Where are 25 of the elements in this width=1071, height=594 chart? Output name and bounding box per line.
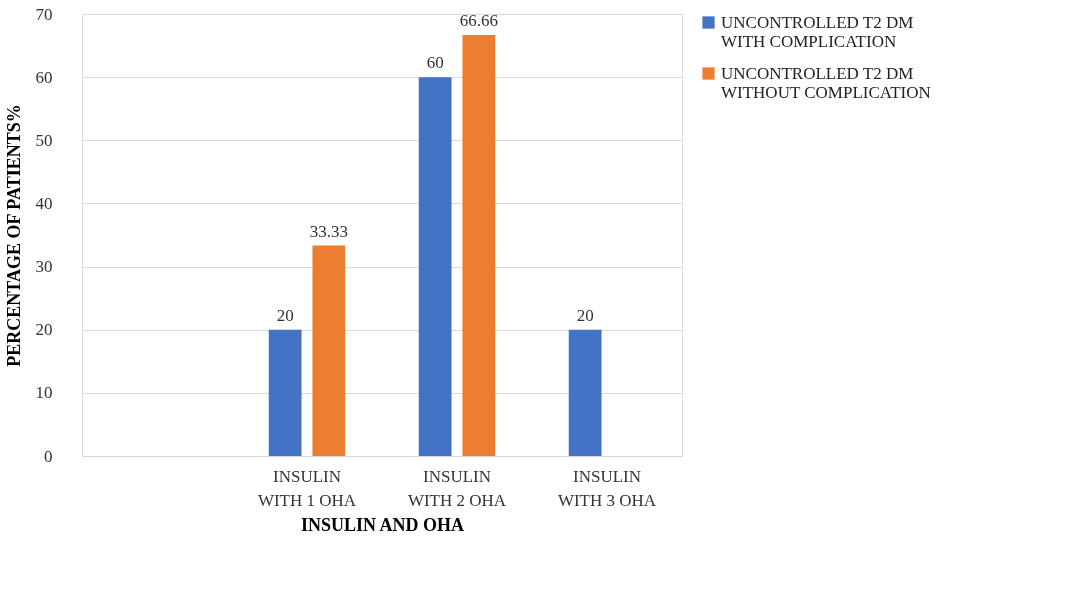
y-tick-label: 40 bbox=[35, 193, 53, 213]
y-tick-label: 20 bbox=[35, 320, 53, 340]
legend-label: UNCONTROLLED T2 DM WITH COMPLICATION bbox=[721, 12, 914, 51]
data-label: 60 bbox=[426, 53, 444, 73]
bar bbox=[462, 35, 496, 456]
data-label: 20 bbox=[576, 305, 594, 325]
x-tick-label: INSULIN WITH 1 OHA bbox=[257, 466, 357, 510]
x-tick-label: INSULIN WITH 3 OHA bbox=[557, 466, 657, 510]
bar bbox=[418, 77, 452, 456]
y-tick-label: 0 bbox=[44, 446, 53, 466]
bar bbox=[568, 329, 602, 456]
data-label: 33.33 bbox=[309, 221, 348, 241]
y-tick-label: 70 bbox=[35, 4, 53, 24]
y-tick-label: 10 bbox=[35, 383, 53, 403]
x-tick-label: INSULIN WITH 2 OHA bbox=[407, 466, 507, 510]
y-tick-label: 30 bbox=[35, 257, 53, 277]
bar bbox=[312, 245, 346, 456]
bar bbox=[268, 329, 302, 456]
x-axis-title: INSULIN AND OHA bbox=[300, 514, 465, 535]
y-tick-label: 50 bbox=[35, 130, 53, 150]
y-tick-label: 60 bbox=[35, 67, 53, 87]
data-label: 20 bbox=[276, 305, 294, 325]
data-label: 66.66 bbox=[459, 11, 498, 31]
y-axis-title: PERCENTAGE OF PATIENTS% bbox=[3, 104, 24, 367]
legend-label: UNCONTROLLED T2 DM WITHOUT COMPLICATION bbox=[721, 63, 931, 102]
